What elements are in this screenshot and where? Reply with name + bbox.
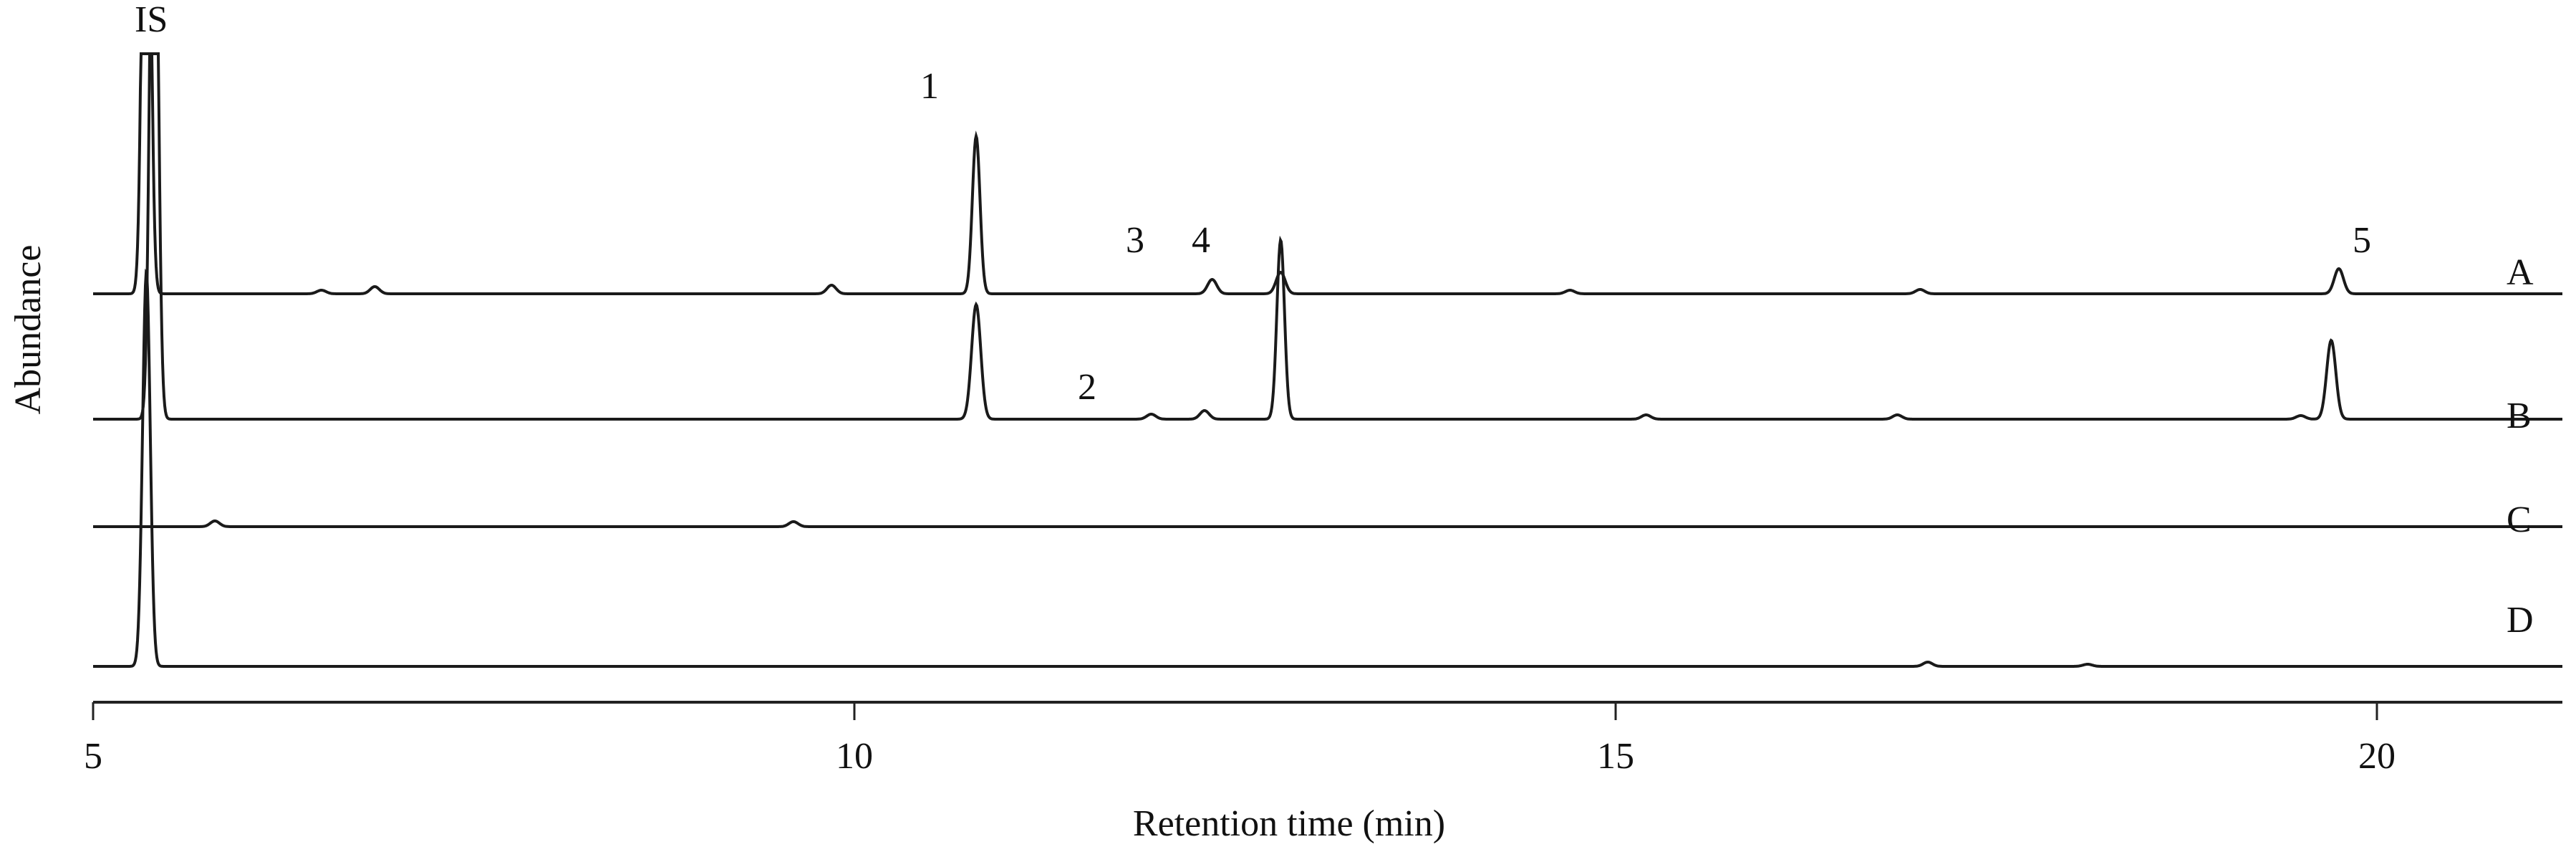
trace-label-c: C: [2507, 499, 2532, 540]
peak-label-4: 4: [1192, 220, 1210, 261]
x-axis-label: Retention time (min): [1132, 803, 1446, 844]
trace-d: [93, 268, 2562, 668]
trace-label-d: D: [2507, 600, 2534, 641]
trace-a: [93, 52, 2562, 295]
x-tick-10: 10: [836, 736, 873, 777]
peak-label-is: IS: [135, 0, 168, 40]
y-axis-label: Abundance: [8, 244, 49, 415]
trace-c: [93, 519, 2562, 528]
trace-b: [93, 52, 2562, 421]
peak-label-3: 3: [1126, 220, 1144, 261]
peak-label-5: 5: [2353, 220, 2371, 261]
x-tick-15: 15: [1597, 736, 1634, 777]
x-tick-5: 5: [84, 736, 102, 777]
traces: [93, 52, 2562, 668]
trace-label-a: A: [2507, 252, 2534, 293]
peak-label-2: 2: [1078, 367, 1096, 408]
x-tick-20: 20: [2358, 736, 2396, 777]
trace-label-b: B: [2507, 396, 2532, 436]
peak-label-1: 1: [920, 66, 939, 107]
x-axis: [92, 701, 2562, 720]
